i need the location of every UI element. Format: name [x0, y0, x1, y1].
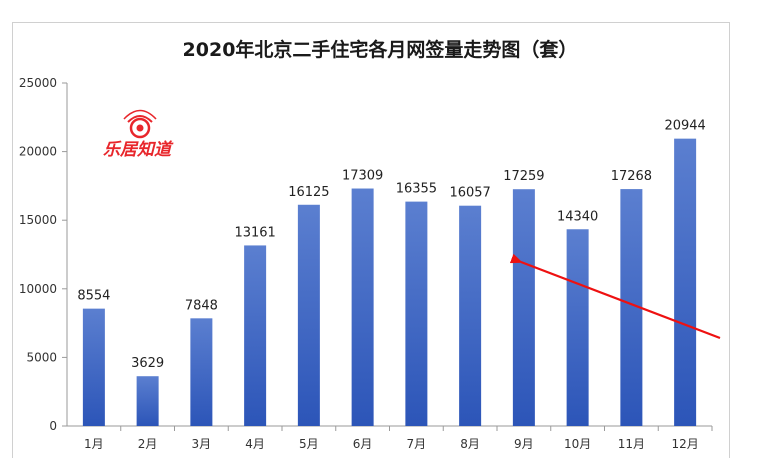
data-label: 17309 [342, 169, 383, 184]
data-label: 20944 [664, 119, 705, 134]
x-tick-label: 4月 [245, 437, 265, 451]
bar [620, 189, 643, 426]
data-label: 7848 [185, 298, 218, 313]
bar [82, 308, 105, 426]
x-tick-label: 3月 [192, 437, 212, 451]
data-label: 16125 [288, 185, 329, 200]
bar [297, 204, 320, 426]
data-label: 3629 [131, 356, 164, 371]
x-tick-label: 11月 [618, 437, 645, 451]
annotation-arrow [509, 253, 721, 340]
data-label: 16057 [449, 186, 490, 201]
y-tick-label: 15000 [19, 213, 57, 227]
data-labels-group: 8554 3629 7848 13161 16125 17309 16355 16057 172… [77, 119, 705, 372]
y-tick-label: 10000 [19, 282, 57, 296]
bar [405, 201, 428, 426]
data-label: 17259 [503, 169, 544, 184]
data-label: 16355 [396, 182, 437, 197]
leju-logo: 乐居知道 [103, 109, 174, 160]
bars-group [82, 138, 697, 426]
bar [190, 318, 213, 426]
x-tick-label: 2月 [138, 437, 158, 451]
x-tick-label: 5月 [299, 437, 319, 451]
y-tick-label: 25000 [19, 76, 57, 90]
chart-title: 2020年北京二手住宅各月网签量走势图（套） [183, 38, 578, 61]
x-tick-label: 8月 [460, 437, 480, 451]
x-tick-label: 1月 [84, 437, 104, 451]
y-tick-label: 5000 [26, 350, 57, 364]
y-tick-label: 20000 [19, 145, 57, 159]
bar [674, 138, 697, 426]
y-ticks-group: 0 5000 10000 15000 20000 25000 [19, 76, 67, 433]
x-tick-label: 9月 [514, 437, 534, 451]
logo-text: 乐居知道 [103, 140, 174, 160]
chart-frame [12, 22, 730, 458]
x-ticks-group: 1月 2月 3月 4月 5月 6月 7月 8月 9月 10月 11月 12月 [84, 426, 713, 451]
x-tick-label: 6月 [353, 437, 373, 451]
bar [566, 229, 589, 426]
y-tick-label: 0 [49, 419, 57, 433]
x-tick-label: 7月 [407, 437, 427, 451]
bar [512, 189, 535, 426]
bar [459, 205, 482, 426]
bar [136, 376, 159, 426]
bar [244, 245, 267, 426]
data-label: 14340 [557, 209, 598, 224]
x-tick-label: 12月 [671, 437, 698, 451]
bar [351, 188, 374, 426]
data-label: 17268 [611, 169, 652, 184]
data-label: 13161 [234, 225, 275, 240]
data-label: 8554 [77, 289, 110, 304]
axes [66, 83, 712, 427]
x-tick-label: 10月 [564, 437, 591, 451]
